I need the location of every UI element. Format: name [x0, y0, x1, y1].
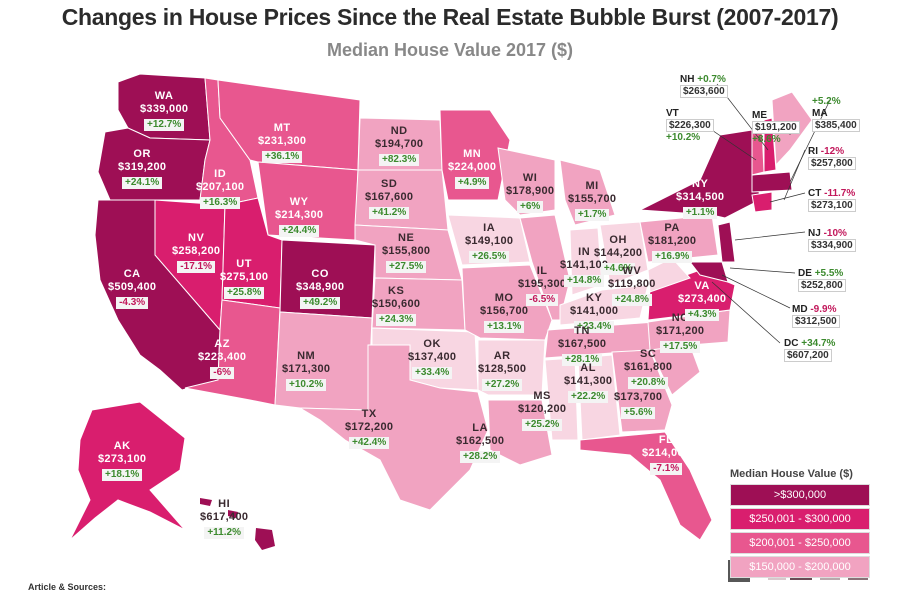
label-az: AZ $223,400 -6% [198, 338, 247, 379]
label-va: VA $273,400 +4.3% [678, 280, 727, 321]
legend: Median House Value ($) >$300,000 $250,00… [730, 468, 870, 580]
label-ut: UT $275,100 +25.8% [220, 258, 269, 299]
label-nc: NC $171,200 +17.5% [656, 312, 705, 353]
state-fl [579, 431, 713, 541]
state-la [487, 399, 553, 466]
label-tx: TX $172,200 +42.4% [345, 408, 394, 449]
legend-title: Median House Value ($) [730, 468, 853, 480]
label-wy: WY $214,300 +24.4% [275, 196, 324, 237]
label-ma: +5.2% MA $385,400 [812, 96, 860, 132]
label-mt: MT $231,300 +36.1% [258, 122, 307, 163]
label-mi: MI $155,700 +1.7% [568, 180, 617, 221]
label-ky: KY $141,000 +23.4% [570, 292, 619, 333]
label-la: LA $162,500 +28.2% [456, 422, 505, 463]
leader-lines [699, 83, 831, 344]
label-ak: AK $273,100 +18.1% [98, 440, 147, 481]
label-ia: IA $149,100 +26.5% [465, 222, 514, 263]
state-hi-island-3 [255, 528, 275, 550]
label-al: AL $141,300 +22.2% [564, 362, 613, 403]
state-ct [751, 191, 773, 213]
label-mo: MO $156,700 +13.1% [480, 292, 529, 333]
state-hi-island-2 [228, 510, 238, 518]
label-or: OR $319,200 +24.1% [118, 148, 167, 189]
label-wv: WV $119,800 +24.8% [608, 265, 656, 306]
legend-item-tier4: $150,000 - $200,000 [730, 556, 870, 578]
label-il: IL $195,300 -6.5% [518, 265, 567, 306]
state-tx [298, 344, 489, 511]
label-ri: RI -12% $257,800 [808, 146, 856, 170]
label-hi: HI $617,400 +11.2% [200, 498, 249, 539]
legend-item-tier1: >$300,000 [730, 484, 870, 506]
label-md: MD -9.9% $312,500 [792, 304, 840, 328]
label-sc: SC $161,800 +20.8% [624, 348, 673, 389]
sources-label: Article & Sources: [28, 582, 107, 592]
label-nh: NH +0.7% $263,600 [680, 74, 728, 98]
state-hi-island-1 [200, 498, 212, 506]
label-mn: MN $224,000 +4.9% [448, 148, 497, 189]
label-nd: ND $194,700 +82.3% [375, 125, 424, 166]
label-ar: AR $128,500 +27.2% [478, 350, 527, 391]
map-subtitle: Median House Value 2017 ($) [326, 40, 574, 60]
state-ma [751, 171, 793, 193]
label-de: DE +5.5% $252,800 [798, 268, 846, 292]
label-wi: WI $178,900 +6% [506, 172, 555, 213]
label-nv: NV $258,200 -17.1% [172, 232, 221, 273]
label-nm: NM $171,300 +10.2% [282, 350, 331, 391]
state-ia [447, 214, 531, 266]
label-sd: SD $167,600 +41.2% [365, 178, 414, 219]
legend-item-tier2: $250,001 - $300,000 [730, 508, 870, 530]
label-ne: NE $155,800 +27.5% [382, 232, 431, 273]
label-ks: KS $150,600 +24.3% [372, 285, 421, 326]
label-wa: WA $339,000 +12.7% [140, 90, 189, 131]
label-ny: NY $314,500 +1.1% [676, 178, 725, 219]
label-ms: MS $120,200 +25.2% [518, 390, 567, 431]
label-tn: TN $167,500 +28.1% [558, 325, 607, 366]
state-md [688, 261, 729, 283]
label-vt: VT $226,300 +10.2% [666, 108, 714, 144]
label-ok: OK $137,400 +33.4% [408, 338, 457, 379]
map-title: Changes in House Prices Since the Real E… [61, 4, 839, 30]
label-fl: FL $214,000 -7.1% [642, 434, 691, 475]
legend-item-tier3: $200,001 - $250,000 [730, 532, 870, 554]
label-ca: CA $509,400 -4.3% [108, 268, 157, 309]
label-me: ME $191,200 +8.6% [752, 110, 800, 146]
label-oh: OH $144,200 +4.6% [594, 234, 643, 275]
label-dc: DC +34.7% $607,200 [784, 338, 836, 362]
label-nj: NJ -10% $334,900 [808, 228, 856, 252]
state-nj [717, 221, 736, 263]
label-id: ID $207,100 +16.3% [196, 168, 245, 209]
label-co: CO $348,900 +49.2% [296, 268, 345, 309]
label-ct: CT -11.7% $273,100 [808, 188, 856, 212]
label-in: IN $141,100 +14.8% [560, 246, 609, 287]
label-pa: PA $181,200 +16.9% [648, 222, 697, 263]
